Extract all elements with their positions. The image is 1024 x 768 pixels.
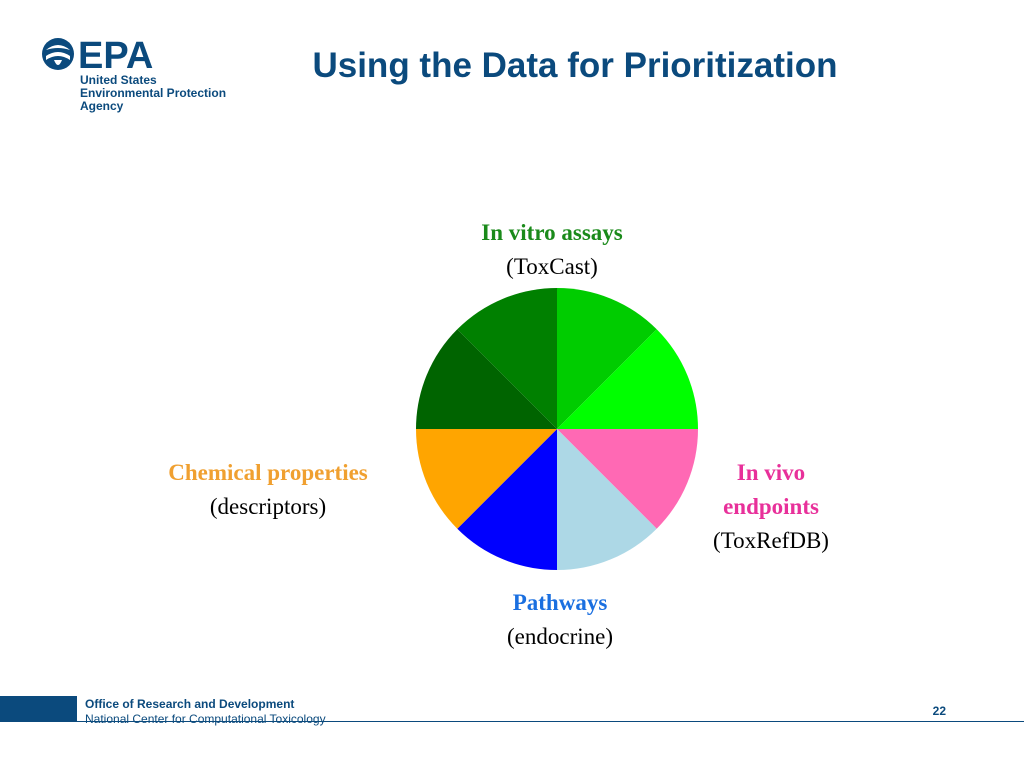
label-in-vitro-head: In vitro assays [481,220,623,245]
pie-segment-in-vitro [416,329,557,429]
pie-segment-pathways [457,429,557,570]
footer-center: National Center for Computational Toxico… [85,712,326,726]
epa-logo: EPA [40,36,240,116]
logo-line-2: Environmental Protection [80,86,227,100]
label-pathways-sub: (endocrine) [507,624,613,649]
label-in-vivo-head2: endpoints [723,494,819,519]
label-in-vivo-head1: In vivo [736,460,806,485]
label-chemical-head: Chemical properties [168,460,368,485]
pie-segment-in-vitro [557,329,698,429]
label-in-vivo-sub: (ToxRefDB) [713,528,829,553]
pie-segment-in-vitro [457,288,557,429]
pie-segment-pathways [557,429,657,570]
pie-segment-in-vitro [557,288,657,429]
label-pathways-head: Pathways [512,590,608,615]
prioritization-pie [416,288,698,570]
label-in-vitro: In vitro assays (ToxCast) [452,216,652,284]
pie-segment-chemical [416,429,557,529]
footer-divider [0,721,1024,722]
footer-bar [0,696,77,722]
label-chemical-sub: (descriptors) [209,494,327,519]
logo-line-3: Agency [80,99,124,113]
label-in-vitro-sub: (ToxCast) [506,254,598,279]
label-in-vivo: In vivo endpoints (ToxRefDB) [686,456,856,558]
epa-wordmark: EPA [78,36,153,76]
pie-segment-in-vivo [557,429,698,529]
page-number: 22 [932,704,946,718]
footer-office: Office of Research and Development [85,697,295,711]
label-pathways: Pathways (endocrine) [460,586,660,654]
slide-title: Using the Data for Prioritization [312,46,838,85]
logo-line-1: United States [80,73,157,87]
label-chemical: Chemical properties (descriptors) [118,456,418,524]
epa-seal-icon: EPA [42,36,153,76]
